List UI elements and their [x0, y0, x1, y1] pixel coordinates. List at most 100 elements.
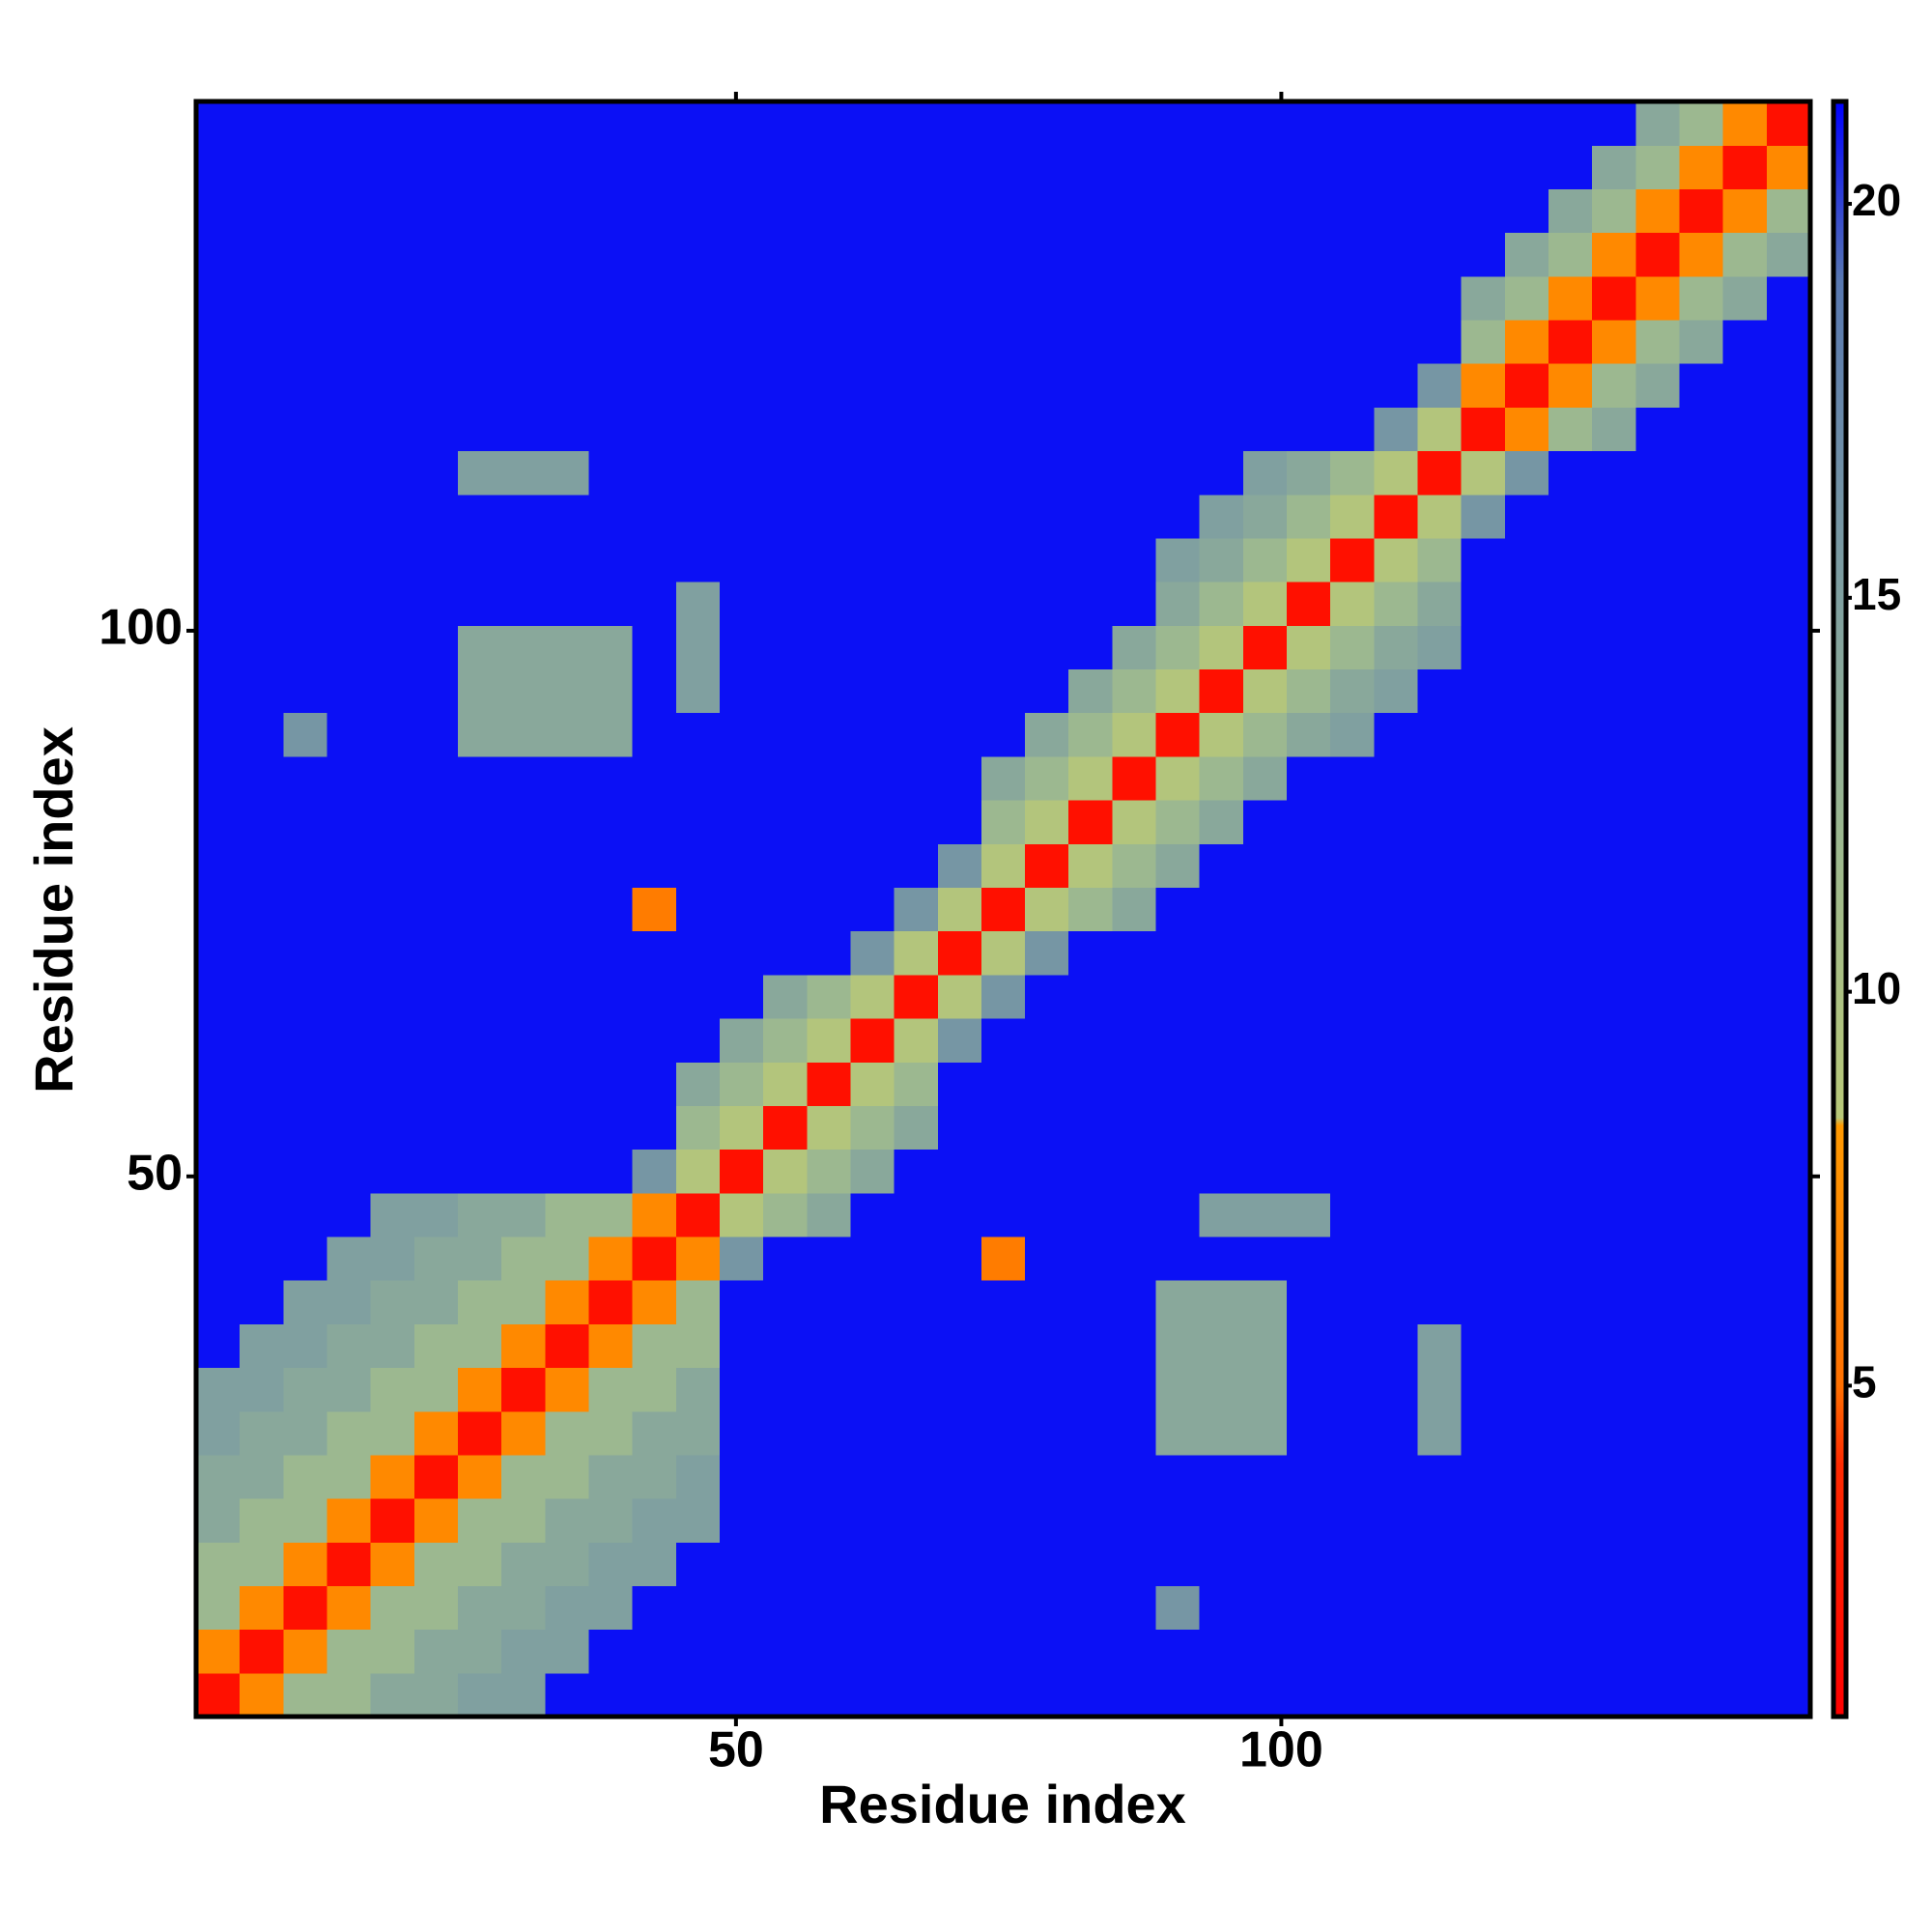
- heatmap-cell: [1025, 1149, 1069, 1194]
- heatmap-cell: [1548, 494, 1593, 539]
- heatmap-cell: [1679, 275, 1724, 321]
- y-tick-label: 50: [127, 1146, 183, 1202]
- heatmap-cell: [1112, 755, 1157, 801]
- heatmap-cell: [937, 275, 982, 321]
- heatmap-cell: [457, 407, 502, 452]
- heatmap-cell: [1155, 887, 1201, 932]
- heatmap-cell: [457, 1236, 502, 1281]
- heatmap-cell: [196, 1410, 241, 1456]
- heatmap-cell: [894, 1192, 939, 1237]
- heatmap-cell: [850, 319, 895, 364]
- heatmap-cell: [807, 930, 852, 976]
- heatmap-cell: [370, 1236, 415, 1281]
- heatmap-cell: [1374, 1192, 1419, 1237]
- heatmap-cell: [545, 930, 590, 976]
- heatmap-cell: [807, 494, 852, 539]
- heatmap-cell: [240, 232, 284, 277]
- heatmap-cell: [545, 1410, 590, 1456]
- heatmap-cell: [413, 450, 459, 496]
- heatmap-cell: [1025, 1629, 1069, 1674]
- heatmap-cell: [501, 1280, 546, 1324]
- heatmap-cell: [980, 1629, 1026, 1674]
- heatmap-cell: [370, 800, 415, 844]
- heatmap-cell: [1461, 319, 1506, 364]
- heatmap-cell: [850, 887, 895, 932]
- heatmap-cell: [807, 319, 852, 364]
- heatmap-cell: [1417, 1410, 1463, 1456]
- heatmap-cell: [763, 1323, 808, 1369]
- heatmap-cell: [1635, 1192, 1681, 1237]
- heatmap-cell: [980, 1280, 1026, 1324]
- heatmap-cell: [675, 101, 721, 146]
- heatmap-cell: [937, 1280, 982, 1324]
- heatmap-cell: [457, 1323, 502, 1369]
- heatmap-cell: [501, 582, 546, 626]
- heatmap-cell: [719, 1410, 764, 1456]
- heatmap-cell: [1330, 232, 1375, 277]
- heatmap-cell: [980, 1017, 1026, 1063]
- heatmap-cell: [370, 407, 415, 452]
- heatmap-cell: [1417, 1062, 1463, 1106]
- heatmap-cell: [588, 1280, 634, 1324]
- heatmap-cell: [327, 668, 372, 714]
- heatmap-cell: [1155, 145, 1201, 189]
- heatmap-cell: [1155, 668, 1201, 714]
- heatmap-cell: [675, 275, 721, 321]
- heatmap-cell: [545, 1498, 590, 1543]
- heatmap-cell: [283, 1498, 328, 1543]
- heatmap-cell: [1461, 188, 1506, 234]
- heatmap-cell: [980, 1105, 1026, 1151]
- heatmap-cell: [1025, 1454, 1069, 1499]
- heatmap-cell: [588, 494, 634, 539]
- heatmap-cell: [1330, 363, 1375, 408]
- heatmap-cell: [1592, 1192, 1636, 1237]
- heatmap-cell: [937, 974, 982, 1019]
- heatmap-cell: [1548, 1149, 1593, 1194]
- heatmap-cell: [1374, 145, 1419, 189]
- heatmap-cell: [327, 319, 372, 364]
- heatmap-cell: [937, 930, 982, 976]
- heatmap-cell: [850, 625, 895, 670]
- heatmap-cell: [457, 1105, 502, 1151]
- heatmap-cell: [1112, 1105, 1157, 1151]
- heatmap-cell: [1592, 974, 1636, 1019]
- heatmap-cell: [1679, 582, 1724, 626]
- heatmap-cell: [1025, 188, 1069, 234]
- heatmap-cell: [675, 668, 721, 714]
- heatmap-cell: [1112, 1410, 1157, 1456]
- heatmap-cell: [763, 232, 808, 277]
- heatmap-cell: [894, 974, 939, 1019]
- heatmap-cell: [1068, 930, 1114, 976]
- heatmap-cell: [632, 188, 677, 234]
- heatmap-cell: [1722, 1542, 1768, 1587]
- heatmap-cell: [545, 800, 590, 844]
- heatmap-cell: [632, 450, 677, 496]
- heatmap-cell: [763, 625, 808, 670]
- heatmap-cell: [980, 843, 1026, 889]
- heatmap-cell: [1199, 1062, 1244, 1106]
- heatmap-cell: [545, 319, 590, 364]
- heatmap-cell: [1679, 450, 1724, 496]
- heatmap-cell: [588, 1017, 634, 1063]
- heatmap-cell: [457, 887, 502, 932]
- heatmap-cell: [1068, 1672, 1114, 1718]
- heatmap-cell: [980, 232, 1026, 277]
- heatmap-cell: [980, 101, 1026, 146]
- heatmap-cell: [1199, 582, 1244, 626]
- heatmap-cell: [1635, 930, 1681, 976]
- heatmap-cell: [1417, 974, 1463, 1019]
- y-tick-label: 100: [99, 600, 183, 656]
- heatmap-cell: [1025, 275, 1069, 321]
- heatmap-cell: [1548, 1498, 1593, 1543]
- heatmap-cell: [1766, 1367, 1811, 1412]
- heatmap-cell: [1112, 1629, 1157, 1674]
- heatmap-cell: [1417, 145, 1463, 189]
- heatmap-cell: [1548, 407, 1593, 452]
- heatmap-cell: [240, 275, 284, 321]
- heatmap-cell: [1112, 800, 1157, 844]
- heatmap-cell: [980, 887, 1026, 932]
- heatmap-cell: [894, 800, 939, 844]
- heatmap-cell: [1635, 668, 1681, 714]
- heatmap-cell: [1330, 494, 1375, 539]
- heatmap-cell: [719, 494, 764, 539]
